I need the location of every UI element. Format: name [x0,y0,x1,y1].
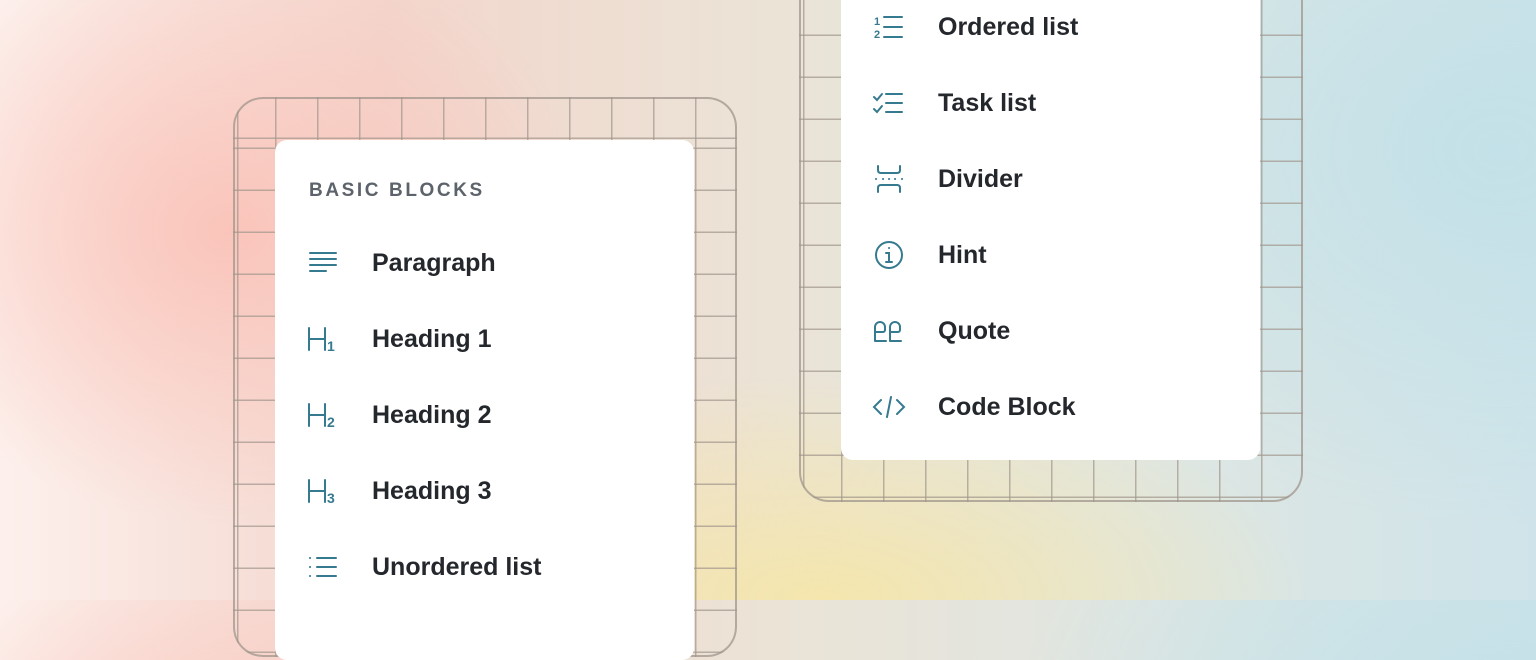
heading-1-icon: 1 [308,327,335,354]
menu-item-label: Task list [938,88,1037,117]
menu-item-label: Paragraph [372,248,496,277]
code-icon [872,396,906,418]
menu-item-code-block[interactable]: Code Block [841,382,1260,432]
svg-text:1: 1 [874,16,880,28]
menu-item-task-list[interactable]: Task list [841,78,1260,128]
menu-item-hint[interactable]: Hint [841,230,1260,280]
info-icon [875,241,903,269]
divider-icon [875,165,904,193]
quote-icon [874,321,902,342]
menu-item-divider[interactable]: Divider [841,154,1260,204]
menu-section-header: BASIC BLOCKS [309,180,485,201]
ordered-list-icon: 12 [874,16,903,41]
svg-text:1: 1 [327,338,335,354]
basic-blocks-menu: BASIC BLOCKS Paragraph 1 Heading 1 2 Hea… [275,140,694,660]
svg-text:2: 2 [327,414,335,430]
heading-2-icon: 2 [308,403,335,430]
menu-item-heading-1[interactable]: 1 Heading 1 [275,314,694,364]
menu-item-heading-2[interactable]: 2 Heading 2 [275,390,694,440]
svg-text:2: 2 [874,29,880,41]
menu-item-label: Quote [938,316,1011,345]
menu-item-heading-3[interactable]: 3 Heading 3 [275,466,694,516]
menu-item-label: Heading 1 [372,324,492,353]
unordered-list-icon [309,557,337,577]
heading-3-icon: 3 [308,479,335,506]
menu-item-paragraph[interactable]: Paragraph [275,238,694,288]
svg-text:3: 3 [327,490,335,506]
menu-item-label: Hint [938,240,987,269]
menu-item-label: Divider [938,164,1023,193]
paragraph-icon [309,252,337,272]
menu-item-unordered-list[interactable]: Unordered list [275,542,694,592]
menu-item-label: Code Block [938,392,1076,421]
menu-item-label: Heading 2 [372,400,492,429]
menu-item-label: Unordered list [372,552,542,581]
menu-item-label: Ordered list [938,12,1079,41]
menu-item-label: Heading 3 [372,476,492,505]
menu-item-quote[interactable]: Quote [841,306,1260,356]
task-list-icon [873,93,903,114]
